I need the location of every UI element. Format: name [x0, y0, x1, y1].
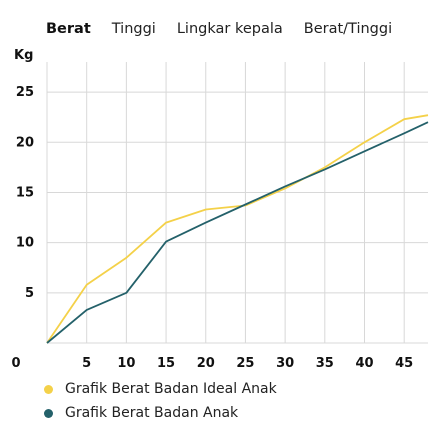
- y-tick-label: 15: [16, 185, 34, 200]
- x-tick-label: 15: [157, 356, 175, 371]
- x-tick-label: 5: [82, 356, 91, 371]
- legend-ideal-label: Grafik Berat Badan Ideal Anak: [65, 381, 277, 397]
- x-tick-label: 20: [197, 356, 215, 371]
- x-tick-label: 45: [395, 356, 413, 371]
- x-tick-label: 40: [355, 356, 373, 371]
- tab-berat[interactable]: Berat: [46, 21, 91, 37]
- series-line-actual: [46, 121, 429, 344]
- legend-ideal-dot: [44, 384, 53, 394]
- y-tick-label: 20: [16, 135, 34, 150]
- tab-berat-tinggi[interactable]: Berat/Tinggi: [303, 21, 393, 37]
- legend-actual-dot: [44, 408, 53, 418]
- x-tick-label: 30: [276, 356, 294, 371]
- legend-actual-label: Grafik Berat Badan Anak: [65, 405, 239, 421]
- y-tick-label: 25: [16, 85, 34, 100]
- legend-item-actual: Grafik Berat Badan Anak: [44, 405, 238, 421]
- y-tick-label: 5: [25, 286, 34, 301]
- tab-lingkar-kepala[interactable]: Lingkar kepala: [176, 21, 283, 37]
- legend-item-ideal: Grafik Berat Badan Ideal Anak: [44, 381, 277, 397]
- x-tick-label: 0: [11, 356, 20, 371]
- x-tick-label: 25: [236, 356, 254, 371]
- y-tick-label: 10: [16, 236, 34, 251]
- y-axis-label: Kg: [14, 48, 33, 63]
- tab-tinggi[interactable]: Tinggi: [111, 21, 156, 37]
- x-tick-label: 10: [117, 356, 135, 371]
- series-line-ideal: [46, 114, 429, 344]
- x-tick-label: 35: [316, 356, 334, 371]
- growth-chart: Kg 5 10 15 20 25 0 5 10 15 20 25 30 35 40 45: [11, 48, 429, 371]
- tab-bar: Berat Tinggi Lingkar kepala Berat/Tinggi: [46, 18, 413, 40]
